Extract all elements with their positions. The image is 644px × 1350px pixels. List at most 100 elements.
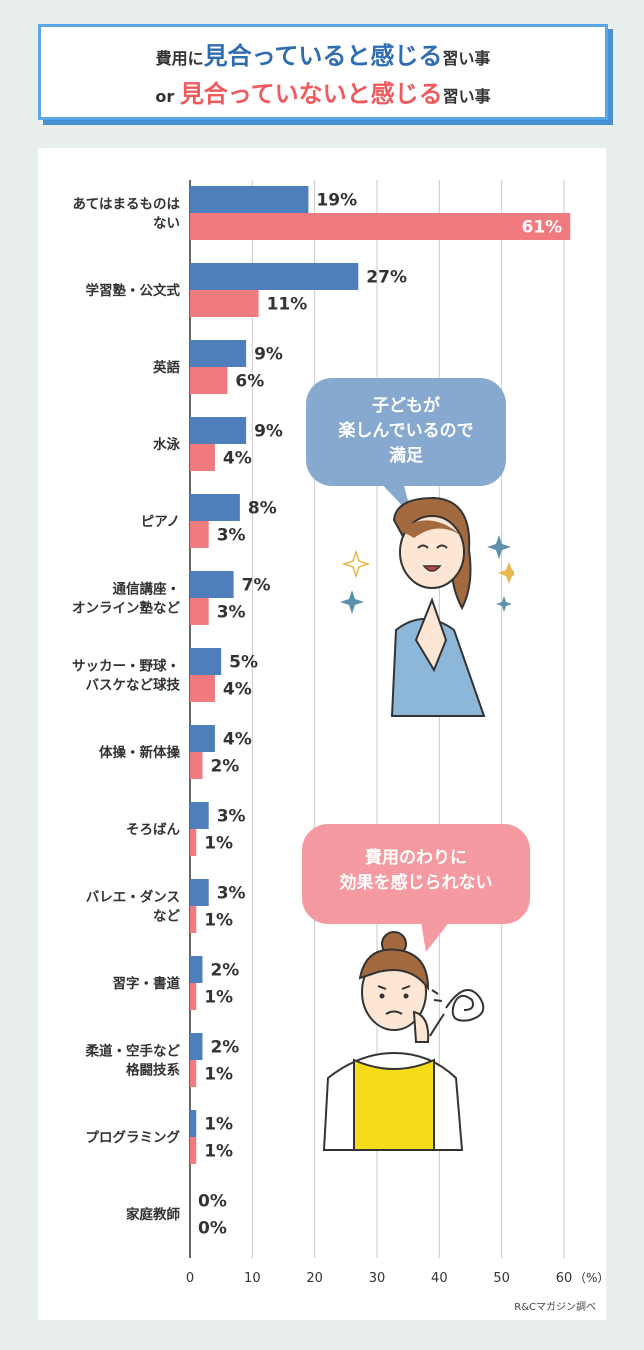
data-label: 11% bbox=[267, 295, 308, 315]
dissatisfied-bubble-line: 効果を感じられない bbox=[339, 873, 493, 893]
bar-not-worth bbox=[190, 290, 259, 317]
category-label: など bbox=[153, 909, 180, 925]
data-label: 9% bbox=[254, 345, 283, 365]
dizzy-swirl-icon bbox=[429, 989, 485, 1037]
bar-worth bbox=[190, 802, 209, 829]
category-label: バレエ・ダンス bbox=[86, 889, 180, 906]
bar-worth bbox=[190, 725, 215, 752]
data-label: 7% bbox=[242, 576, 271, 596]
data-label: 1% bbox=[204, 1065, 233, 1085]
dissatisfied-speech-bubble: 費用のわりに 効果を感じられない bbox=[302, 824, 530, 924]
bar-not-worth bbox=[190, 444, 215, 471]
bar-worth bbox=[190, 571, 234, 598]
data-label: 1% bbox=[204, 988, 233, 1008]
data-label: 8% bbox=[248, 499, 277, 519]
title-line-2-emphasis: 見合っていないと感じる bbox=[179, 80, 443, 108]
category-label: 家庭教師 bbox=[126, 1206, 180, 1223]
bar-worth bbox=[190, 1033, 203, 1060]
satisfied-bubble-line: 満足 bbox=[389, 446, 423, 466]
bar-worth bbox=[190, 956, 203, 983]
sparkle-icon bbox=[340, 535, 514, 614]
bar-not-worth bbox=[190, 367, 228, 394]
bar-worth bbox=[190, 340, 247, 367]
category-label: サッカー・野球・ bbox=[72, 658, 180, 675]
bar-worth bbox=[190, 186, 309, 213]
data-label: 19% bbox=[316, 191, 357, 211]
satisfied-bubble-line: 楽しんでいるので bbox=[338, 421, 474, 441]
title-line-1: 費用に見合っていると感じる習い事 bbox=[41, 39, 605, 76]
x-tick-label: 30 bbox=[369, 1271, 386, 1286]
data-label: 0% bbox=[198, 1192, 227, 1212]
data-label: 1% bbox=[204, 1142, 233, 1162]
dissatisfied-bubble-line: 費用のわりに bbox=[365, 848, 467, 868]
x-axis-unit: （%） bbox=[574, 1271, 606, 1285]
title-box: 費用に見合っていると感じる習い事 or 見合っていないと感じる習い事 bbox=[38, 24, 608, 120]
bar-not-worth bbox=[190, 983, 197, 1010]
bar-not-worth bbox=[190, 1060, 197, 1087]
data-label: 1% bbox=[204, 834, 233, 854]
title-line-1-prefix: 費用に bbox=[155, 49, 204, 68]
chart-panel: 0 10 20 30 40 50 60 （%） あてはまるものは ない 19% 61% 学習塾・公文式 2… bbox=[38, 148, 606, 1320]
data-label: 4% bbox=[223, 449, 252, 469]
bar-not-worth bbox=[190, 1137, 197, 1164]
bar-not-worth bbox=[190, 521, 209, 548]
data-label: 27% bbox=[366, 268, 407, 288]
satisfied-bubble-line: 子どもが bbox=[372, 396, 440, 416]
category-label: あてはまるものは bbox=[73, 197, 181, 213]
title-line-1-emphasis: 見合っていると感じる bbox=[203, 42, 443, 70]
bar-not-worth bbox=[190, 598, 209, 625]
data-label: 3% bbox=[217, 526, 246, 546]
bar-not-worth bbox=[190, 752, 203, 779]
x-tick-label: 10 bbox=[244, 1271, 261, 1286]
data-label: 5% bbox=[229, 653, 258, 673]
data-label: 3% bbox=[217, 807, 246, 827]
bar-worth bbox=[190, 879, 209, 906]
data-label: 9% bbox=[254, 422, 283, 442]
source-note: R&Cマガジン調べ bbox=[514, 1302, 596, 1313]
data-label: 2% bbox=[210, 757, 239, 777]
data-label: 4% bbox=[223, 680, 252, 700]
bar-worth bbox=[190, 1110, 197, 1137]
x-tick-label: 20 bbox=[306, 1271, 323, 1286]
x-tick-label: 50 bbox=[493, 1271, 510, 1286]
worried-woman-illustration bbox=[322, 931, 485, 1151]
category-label: 習字・書道 bbox=[113, 975, 181, 992]
data-label: 3% bbox=[217, 603, 246, 623]
bar-worth bbox=[190, 417, 247, 444]
bar-not-worth bbox=[190, 675, 215, 702]
x-tick-label: 0 bbox=[186, 1271, 194, 1286]
data-label: 61% bbox=[522, 218, 563, 238]
x-tick-label: 60 bbox=[556, 1271, 573, 1286]
title-line-1-suffix: 習い事 bbox=[442, 49, 491, 68]
category-label: 柔道・空手など bbox=[85, 1043, 181, 1060]
title-line-2: or 見合っていないと感じる習い事 bbox=[41, 77, 605, 114]
happy-woman-illustration bbox=[340, 496, 514, 717]
data-label: 6% bbox=[235, 372, 264, 392]
category-label: バスケなど球技 bbox=[86, 677, 181, 694]
bar-not-worth bbox=[190, 213, 571, 240]
bar-worth bbox=[190, 494, 240, 521]
title-line-2-suffix: 習い事 bbox=[442, 87, 491, 106]
data-label: 0% bbox=[198, 1219, 227, 1239]
category-label: 学習塾・公文式 bbox=[86, 282, 181, 299]
bar-worth bbox=[190, 263, 359, 290]
category-label: 水泳 bbox=[153, 436, 180, 453]
data-label: 2% bbox=[210, 961, 239, 981]
category-label: プログラミング bbox=[86, 1129, 181, 1146]
data-label: 2% bbox=[210, 1038, 239, 1058]
category-label: 格闘技系 bbox=[126, 1062, 180, 1079]
category-label: オンライン塾など bbox=[72, 600, 180, 617]
category-label: 通信講座・ bbox=[113, 581, 181, 598]
bar-worth bbox=[190, 648, 222, 675]
x-tick-label: 40 bbox=[431, 1271, 448, 1286]
satisfied-speech-bubble: 子どもが 楽しんでいるので 満足 bbox=[306, 378, 506, 486]
title-line-2-prefix: or bbox=[155, 87, 180, 106]
bubble-tail-red bbox=[420, 916, 454, 952]
data-label: 4% bbox=[223, 730, 252, 750]
category-label: そろばん bbox=[126, 822, 180, 838]
bar-not-worth bbox=[190, 906, 197, 933]
category-label: ピアノ bbox=[141, 514, 180, 530]
data-label: 1% bbox=[204, 1115, 233, 1135]
bar-not-worth bbox=[190, 829, 197, 856]
